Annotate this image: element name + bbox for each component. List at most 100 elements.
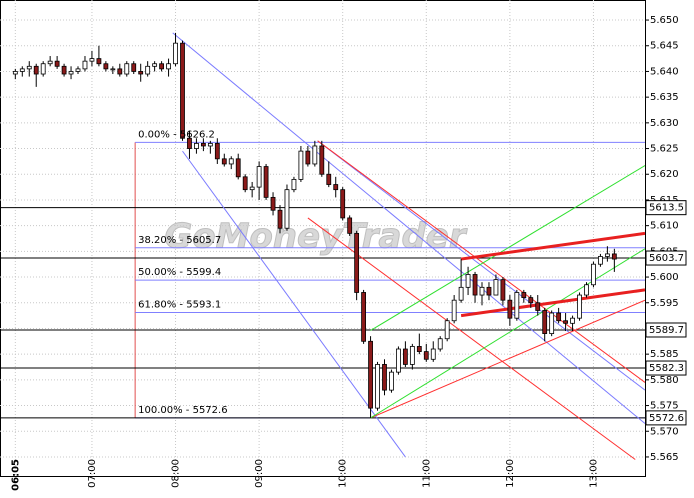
candle-body bbox=[437, 338, 443, 350]
candle-body bbox=[221, 158, 227, 165]
candle-body bbox=[47, 60, 53, 65]
candle-body bbox=[166, 63, 171, 70]
y-tick-label: 5.595 bbox=[650, 298, 679, 309]
candle-body bbox=[402, 348, 408, 365]
candle-body bbox=[33, 65, 39, 75]
candle-body bbox=[347, 217, 353, 234]
candle-body bbox=[68, 71, 74, 75]
candle-body bbox=[19, 68, 25, 72]
candle-body bbox=[354, 232, 360, 293]
candle-body bbox=[194, 143, 199, 149]
candle-body bbox=[284, 189, 290, 229]
candle-body bbox=[256, 166, 262, 188]
candle-body bbox=[416, 346, 422, 352]
y-tick-label: 5.630 bbox=[650, 118, 679, 129]
level-label-box bbox=[645, 322, 687, 338]
level-label: 5582.3 bbox=[649, 363, 684, 374]
candle-body bbox=[89, 58, 95, 62]
candle-body bbox=[472, 274, 478, 296]
candle-body bbox=[486, 286, 492, 296]
candle-body bbox=[556, 312, 562, 322]
candle-body bbox=[305, 150, 311, 165]
fib-label: 38.20% - 5605.7 bbox=[138, 235, 221, 246]
x-tick-label: 12:00 bbox=[505, 459, 516, 488]
y-tick-label: 5.580 bbox=[650, 375, 679, 386]
candle-body bbox=[535, 302, 541, 311]
candle-body bbox=[382, 364, 387, 391]
candle-body bbox=[549, 312, 555, 334]
candle-body bbox=[298, 150, 304, 180]
level-label: 5603.7 bbox=[649, 253, 684, 264]
trend-line bbox=[307, 217, 636, 460]
candle-body bbox=[591, 263, 596, 286]
candle-body bbox=[152, 63, 158, 67]
x-tick-label: 06:05 bbox=[10, 459, 21, 491]
candle-body bbox=[110, 68, 116, 71]
candle-body bbox=[159, 63, 164, 70]
level-label: 5572.6 bbox=[649, 413, 684, 424]
trend-line bbox=[317, 140, 645, 391]
candle-body bbox=[514, 292, 520, 319]
candle-body bbox=[340, 189, 346, 219]
candle-body bbox=[207, 143, 213, 147]
candle-body bbox=[444, 320, 450, 340]
watermark: GoMoneyTrader bbox=[164, 217, 467, 257]
candle-body bbox=[228, 158, 234, 165]
candle-body bbox=[458, 286, 464, 301]
candle-body bbox=[131, 63, 137, 72]
x-tick-label: 09:00 bbox=[254, 459, 265, 488]
candle-body bbox=[396, 348, 401, 373]
candle-body bbox=[249, 186, 255, 191]
candle-body bbox=[242, 176, 248, 191]
candle-body bbox=[180, 42, 185, 139]
candle-body bbox=[389, 371, 394, 391]
level-label-box bbox=[645, 250, 687, 266]
candle-body bbox=[361, 292, 366, 342]
fib-label: 100.00% - 5572.6 bbox=[138, 405, 227, 416]
x-tick-label: 13:00 bbox=[588, 459, 599, 488]
x-tick-label: 08:00 bbox=[171, 459, 182, 488]
candle-body bbox=[493, 279, 499, 296]
trend-line bbox=[460, 288, 645, 318]
candle-body bbox=[145, 65, 151, 75]
candle-body bbox=[500, 279, 506, 301]
candle-body bbox=[96, 58, 102, 65]
candle-body bbox=[12, 71, 18, 75]
y-tick-label: 5.650 bbox=[650, 15, 679, 26]
trend-line bbox=[370, 248, 645, 419]
candle-body bbox=[117, 68, 123, 75]
candle-body bbox=[604, 253, 610, 257]
y-tick-label: 5.610 bbox=[650, 221, 679, 232]
candle-body bbox=[54, 60, 60, 67]
candle-body bbox=[542, 310, 548, 334]
trend-line bbox=[370, 299, 645, 419]
x-tick-label: 11:00 bbox=[421, 459, 432, 488]
level-label: 5589.7 bbox=[649, 325, 684, 336]
y-tick-label: 5.600 bbox=[650, 272, 679, 283]
y-tick-label: 5.565 bbox=[650, 452, 679, 463]
candle-body bbox=[200, 143, 206, 147]
candle-body bbox=[319, 145, 325, 175]
y-tick-label: 5.635 bbox=[650, 92, 679, 103]
y-tick-label: 5.575 bbox=[650, 401, 679, 412]
y-tick-label: 5.585 bbox=[650, 349, 679, 360]
x-tick-label: 07:00 bbox=[87, 459, 98, 488]
candle-body bbox=[409, 346, 415, 365]
trend-line bbox=[460, 231, 645, 261]
candle-body bbox=[611, 253, 617, 260]
trend-line bbox=[370, 165, 645, 331]
candle-body bbox=[40, 63, 46, 75]
candle-body bbox=[451, 299, 457, 322]
level-label-box bbox=[645, 410, 687, 426]
candle-body bbox=[82, 60, 88, 70]
x-tick-label: 10:00 bbox=[338, 459, 349, 488]
candle-body bbox=[598, 256, 603, 265]
y-tick-label: 5.645 bbox=[650, 41, 679, 52]
candle-body bbox=[75, 68, 81, 72]
candle-body bbox=[103, 63, 109, 70]
candle-body bbox=[270, 196, 276, 211]
y-tick-label: 5.570 bbox=[650, 426, 679, 437]
plot bbox=[0, 0, 645, 477]
candle-body bbox=[173, 42, 178, 65]
candle-body bbox=[26, 65, 32, 70]
